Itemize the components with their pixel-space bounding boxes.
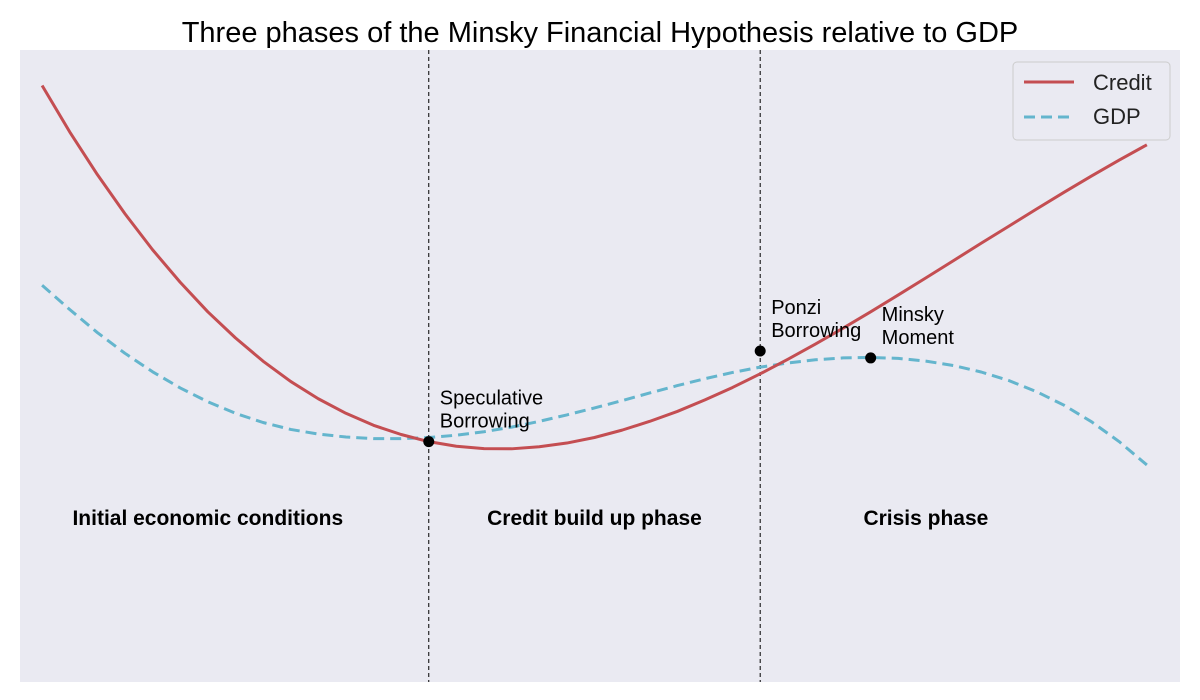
annotation-marker-2 [754, 345, 766, 357]
legend-credit-label: Credit [1093, 70, 1152, 95]
annotation-labels: SpeculativeBorrowingPonziBorrowingMinsky… [440, 297, 955, 433]
phase-labels: Initial economic conditions Credit build … [72, 507, 988, 530]
annotation-marker-3 [865, 352, 877, 364]
credit-line [40, 84, 1148, 451]
annotation-label-3-line-1: Minsky [882, 304, 944, 326]
annotation-label-3-line-2: Moment [882, 327, 955, 349]
phase-label-1: Initial economic conditions [72, 507, 343, 530]
legend-gdp-label: GDP [1093, 104, 1141, 129]
phase-label-2: Credit build up phase [487, 507, 702, 530]
gdp-line [41, 284, 1148, 467]
annotation-markers [423, 345, 877, 448]
phase-label-3: Crisis phase [863, 507, 988, 530]
series-layer [40, 84, 1148, 467]
annotation-label-1-line-2: Borrowing [440, 411, 530, 433]
annotation-label-1-line-1: Speculative [440, 388, 543, 410]
chart-title: Three phases of the Minsky Financial Hyp… [182, 17, 1019, 49]
legend: Credit GDP [1012, 61, 1171, 141]
annotation-marker-1 [423, 436, 435, 448]
plot-area [20, 50, 1180, 682]
annotation-label-2-line-2: Borrowing [771, 320, 861, 342]
annotation-label-2-line-1: Ponzi [771, 297, 821, 319]
